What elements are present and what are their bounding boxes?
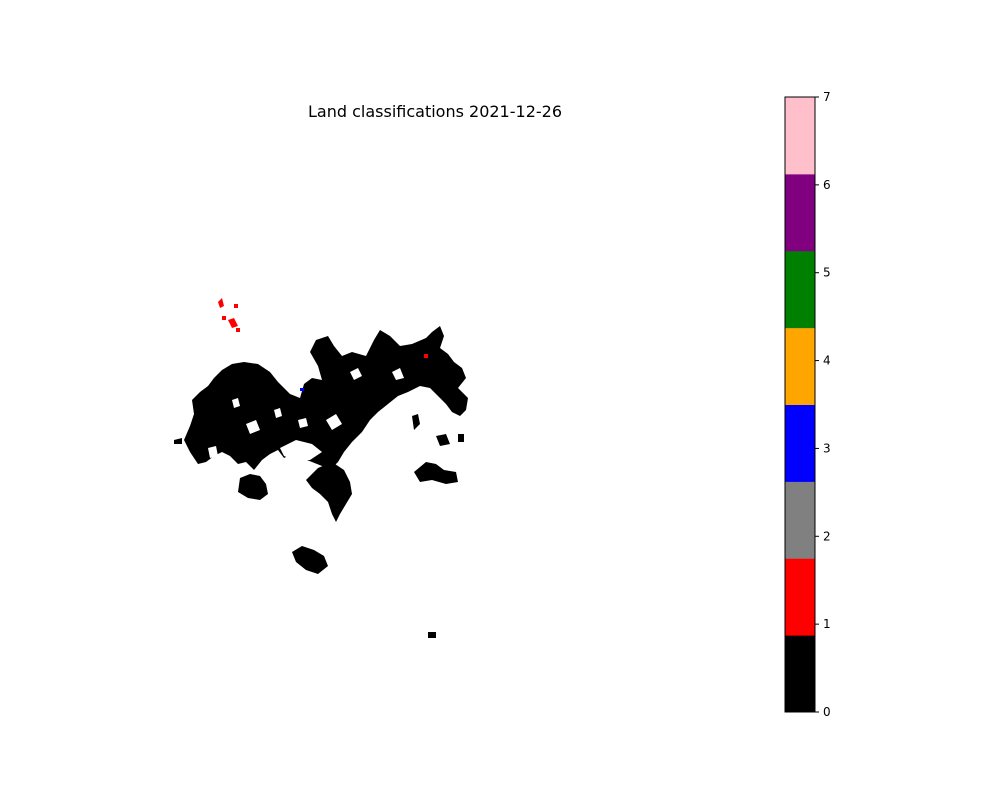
colorbar-tick-label: 4 [823, 354, 831, 368]
colorbar-tick-label: 6 [823, 178, 831, 192]
colorbar-segment [785, 250, 815, 329]
raster-class-3 [300, 388, 304, 391]
colorbar-tick-label: 3 [823, 441, 831, 455]
colorbar-tick-label: 0 [823, 705, 831, 719]
colorbar-segment [785, 404, 815, 482]
chart-title: Land classifications 2021-12-26 [308, 102, 562, 121]
classification-raster [174, 298, 468, 638]
colorbar-segment [785, 558, 815, 636]
colorbar-segment [785, 97, 815, 175]
landmass-islet-1 [412, 414, 420, 430]
landmass-islet-3 [458, 434, 464, 442]
landmass-main [184, 326, 468, 470]
raster-holes [208, 368, 446, 460]
raster-class-1 [218, 298, 428, 358]
landmass-island-east [414, 462, 458, 484]
landmass-islet-2 [436, 434, 450, 446]
colorbar-tick-label: 5 [823, 266, 831, 280]
landmass-islet-4 [428, 632, 436, 638]
landmass-blob-west [238, 474, 268, 500]
colorbar-segment [785, 635, 815, 713]
landmass-south [306, 462, 352, 522]
colorbar-segment [785, 327, 815, 405]
colorbar-segment [785, 173, 815, 252]
colorbar-tick-label: 1 [823, 617, 831, 631]
colorbar-frame [784, 96, 816, 713]
landmass-island-south [292, 546, 328, 574]
colorbar-tick-label: 7 [823, 90, 831, 104]
colorbar-tick-label: 2 [823, 529, 831, 543]
landmass-islet-5 [174, 438, 182, 444]
colorbar: 0 1 2 3 4 5 6 7 [784, 90, 831, 719]
colorbar-segment [785, 481, 815, 559]
